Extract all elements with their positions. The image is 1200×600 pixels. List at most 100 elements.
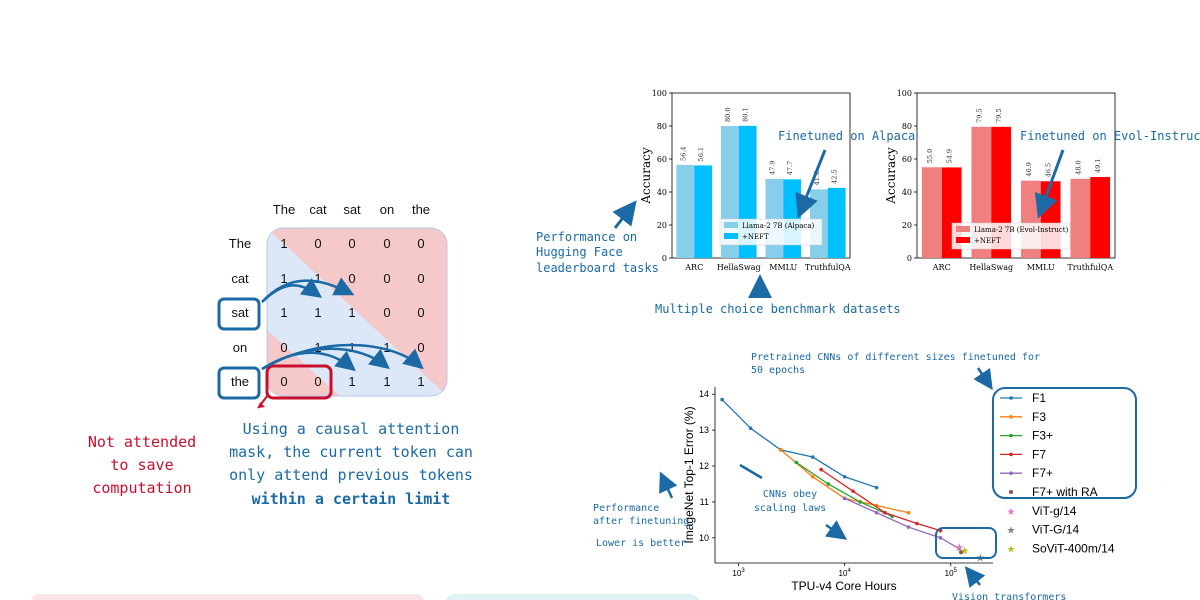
note-arrow-line [739,463,763,480]
series-f7- [842,496,961,551]
data-point [959,550,964,555]
mask-cell: 1 [348,374,355,389]
note-line: scaling laws [754,503,826,514]
caption-bold: within a certain limit [252,490,451,508]
bottom-pink-strip [30,594,425,600]
note-arrow [824,520,848,540]
series-f1 [720,397,879,490]
legend-label: ViT-G/14 [1032,523,1079,537]
note-line: Lower is better [596,538,686,549]
data-point [883,510,887,515]
series-f7 [819,467,943,533]
note-line: after finetuning [593,516,689,527]
note-line: Multiple choice benchmark datasets [655,302,901,316]
row-token: the [231,374,249,389]
bottom-teal-strip [445,594,700,600]
y-tick-label: 11 [700,497,709,507]
bar [827,187,846,258]
data-point [794,460,799,465]
mask-cell: 0 [348,271,355,286]
x-tick-label: 105 [945,568,958,578]
note-line: CNNs obey [763,489,817,500]
bar [1090,176,1111,258]
bar-value-label: 41.6 [813,171,821,185]
mask-cell: 0 [417,236,424,251]
star-point: ★ [960,544,970,557]
data-point [906,510,911,515]
caption-line: only attend previous tokens [229,466,473,484]
legend-label: Llama-2 7B (Evol-Instruct) [974,226,1069,234]
column-token: The [273,202,295,217]
legend-marker: ★ [1007,507,1016,518]
data-point [842,474,847,479]
data-point [957,546,961,551]
bar [921,167,942,258]
bar-value-label: 80.1 [742,107,750,121]
legend-label: F1 [1032,391,1046,405]
row-token: The [229,236,251,251]
y-tick-label: 0 [662,254,667,263]
mask-cell: 0 [383,271,390,286]
legend-swatch [956,226,970,232]
legend-label: SoViT-400m/14 [1032,541,1115,555]
legend: Llama-2 7B (Evol-Instruct) +NEFT [951,222,1071,250]
neft-notes: Performance on Hugging Face leaderboard … [536,230,901,316]
column-token: the [412,202,430,217]
legend-marker [1009,452,1013,457]
series-vit-g-14: ★ [954,541,964,554]
legend-label: F3 [1032,410,1046,424]
data-point [842,496,847,501]
y-tick-label: 100 [652,89,667,98]
note-line: Performance on [536,230,637,244]
mask-cell: 1 [348,305,355,320]
caption-line: Not attended [88,433,196,451]
data-point [720,397,724,402]
bar-value-label: 49.1 [1094,159,1102,173]
caption-line: to save [110,456,173,474]
series-f3- [794,460,894,519]
legend-swatch [724,233,738,239]
legend-label: ViT-g/14 [1032,504,1077,518]
note-line: leaderboard tasks [536,261,659,275]
mask-cell: 0 [348,236,355,251]
bar-value-label: 54.9 [946,149,954,163]
note-line: Pretrained CNNs of different sizes finet… [751,352,1040,363]
bar [1070,178,1091,258]
mask-cell: 0 [417,271,424,286]
y-axis-label: Accuracy [884,147,898,204]
column-token: sat [343,202,361,217]
bar-value-label: 46.5 [1045,163,1053,177]
legend-marker [1009,396,1013,400]
not-attended-caption: Not attended to save computation [88,433,196,497]
x-tick-label: 104 [839,568,852,578]
bar-value-label: 47.9 [768,160,776,174]
data-point [810,474,815,479]
x-tick-label: ARC [932,263,951,272]
legend-marker: ★ [1007,544,1016,555]
row-token: on [233,340,247,355]
legend-marker [1009,415,1013,419]
not-attended-box [265,364,333,400]
y-tick-label: 0 [907,254,912,263]
bar-chart-1: 0 20 40 60 80 100 Accuracy ARC 56.4 56.1 HellaSwag… [639,89,915,272]
bar-value-label: 56.1 [697,147,705,161]
mask-cell: 1 [417,374,424,389]
legend: F1 F3 F3+ F7 F7+ F7+ with RA ★ ViT-g/14 ★ ViT-G/1… [1000,391,1115,555]
data-point [906,525,911,529]
note-arrow [612,200,637,229]
caption-line: Using a causal attention [243,420,460,438]
series-line [795,461,893,517]
y-tick-label: 20 [902,221,912,230]
y-tick-label: 20 [657,221,667,230]
column-token: cat [309,202,327,217]
note-arrow [1034,149,1065,219]
data-point [938,536,943,540]
cnn-legend-box [992,387,1137,499]
masked-lower-triangle [267,330,340,396]
mask-cell: 1 [348,340,355,355]
mask-cell: 0 [314,236,321,251]
note-line: 50 epochs [751,365,805,376]
data-point [874,510,879,515]
mask-cell: 1 [314,305,321,320]
